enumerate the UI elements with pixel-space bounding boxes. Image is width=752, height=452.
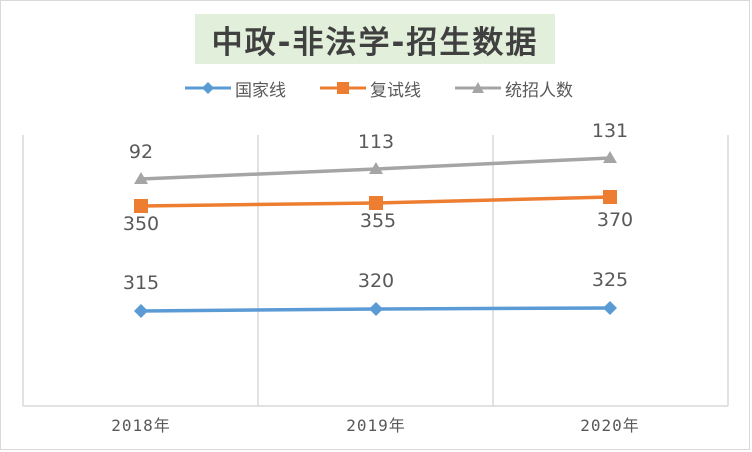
x-axis: 2018年 2019年 2020年 xyxy=(111,416,640,435)
gridlines xyxy=(22,135,729,407)
chart-title-box: 中政-非法学-招生数据 xyxy=(195,14,555,64)
legend-label: 复试线 xyxy=(370,80,421,101)
data-labels: 92 113 131 350 355 370 315 320 325 xyxy=(123,120,633,294)
legend-label: 统招人数 xyxy=(505,80,573,101)
data-label: 131 xyxy=(592,120,628,142)
data-label: 320 xyxy=(358,270,394,292)
data-label: 350 xyxy=(123,213,159,235)
series-enrollment xyxy=(134,151,617,184)
x-tick-label: 2019年 xyxy=(346,416,406,435)
data-label: 370 xyxy=(597,209,633,231)
x-tick-label: 2018年 xyxy=(111,416,171,435)
chart-title: 中政-非法学-招生数据 xyxy=(211,24,539,61)
diamond-marker-icon xyxy=(185,82,231,94)
data-label: 315 xyxy=(123,272,159,294)
legend-item-enrollment: 统招人数 xyxy=(455,76,573,101)
series-retest-line xyxy=(134,190,617,213)
series-national-line xyxy=(134,301,617,318)
data-label: 113 xyxy=(358,131,394,153)
data-label: 325 xyxy=(592,269,628,291)
legend: 国家线 复试线 统招人数 xyxy=(185,76,573,101)
x-tick-label: 2020年 xyxy=(580,416,640,435)
data-label: 355 xyxy=(360,210,396,232)
legend-label: 国家线 xyxy=(235,80,286,101)
triangle-marker-icon xyxy=(455,82,501,93)
legend-item-retest-line: 复试线 xyxy=(320,76,421,101)
data-label: 92 xyxy=(129,141,153,163)
square-marker-icon xyxy=(320,82,366,94)
legend-item-national-line: 国家线 xyxy=(185,76,286,101)
